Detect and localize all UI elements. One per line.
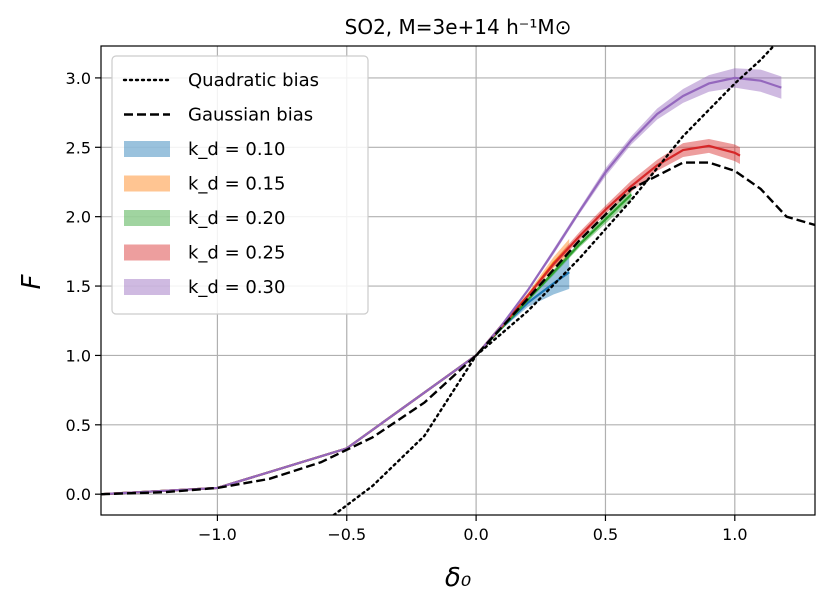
reference-lines bbox=[101, 46, 815, 515]
plot-frame bbox=[100, 45, 816, 516]
x-tick-label: 0.0 bbox=[463, 525, 488, 544]
x-tick-label: −1.0 bbox=[198, 525, 237, 544]
x-tick-label: 1.0 bbox=[722, 525, 747, 544]
legend-swatch bbox=[124, 210, 170, 226]
legend-swatch bbox=[124, 141, 170, 157]
gaussian-bias-line bbox=[101, 161, 815, 496]
legend: Quadratic bias Gaussian bias k_d = 0.10 k_d… bbox=[111, 55, 369, 315]
legend-swatch bbox=[124, 244, 170, 261]
series-line bbox=[101, 76, 782, 496]
y-axis-label: F bbox=[17, 273, 47, 289]
legend-swatch bbox=[124, 175, 170, 192]
legend-label: k_d = 0.30 bbox=[188, 277, 285, 298]
y-tick-label: 2.0 bbox=[66, 208, 91, 227]
y-axis-ticks: 0.0 0.5 1.0 1.5 2.0 2.5 3.0 bbox=[66, 69, 101, 504]
legend-label: k_d = 0.10 bbox=[188, 139, 285, 160]
y-tick-label: 3.0 bbox=[66, 69, 91, 88]
y-tick-label: 1.0 bbox=[66, 346, 91, 365]
legend-label: k_d = 0.15 bbox=[188, 174, 285, 195]
x-axis-label: δ₀ bbox=[445, 563, 472, 593]
x-tick-label: −0.5 bbox=[327, 525, 366, 544]
y-tick-label: 0.0 bbox=[66, 485, 91, 504]
legend-label: k_d = 0.20 bbox=[188, 208, 285, 229]
legend-label: Gaussian bias bbox=[188, 105, 313, 126]
legend-label: k_d = 0.25 bbox=[188, 243, 285, 264]
x-tick-label: 0.5 bbox=[593, 525, 618, 544]
legend-box bbox=[111, 55, 369, 315]
y-tick-label: 1.5 bbox=[66, 277, 91, 296]
quadratic-bias-line bbox=[332, 46, 775, 515]
legend-label: Quadratic bias bbox=[188, 70, 319, 91]
chart-title: SO2, M=3e+14 h⁻¹M⊙ bbox=[345, 15, 572, 39]
y-tick-label: 2.5 bbox=[66, 138, 91, 157]
x-axis-ticks: −1.0 −0.5 0.0 0.5 1.0 bbox=[198, 515, 748, 544]
legend-swatch bbox=[124, 279, 170, 295]
y-tick-label: 0.5 bbox=[66, 416, 91, 435]
